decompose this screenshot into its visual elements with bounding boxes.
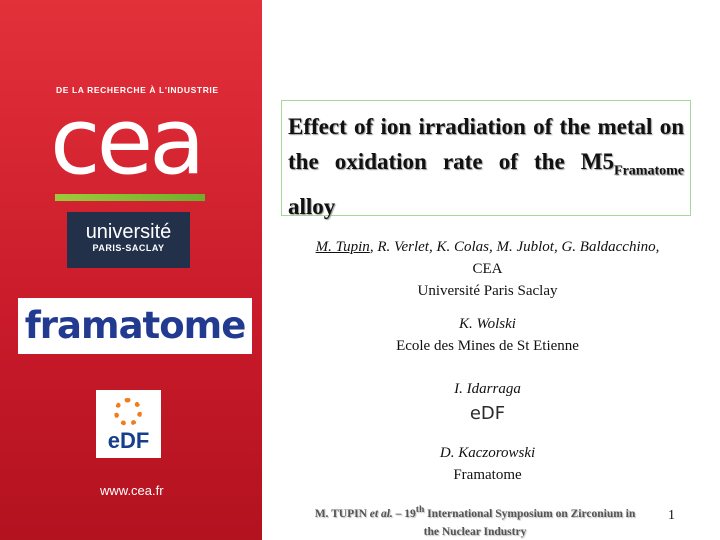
university-place: PARIS-SACLAY [92, 243, 165, 253]
footer-author: M. TUPIN [314, 507, 367, 520]
green-bar [55, 194, 205, 201]
affiliation: Ecole des Mines de St Etienne [396, 338, 579, 354]
affiliation: eDF [469, 403, 506, 424]
title-text: Effect of ion irradiation of the metal o… [288, 114, 684, 174]
presenter: M. Tupin [315, 239, 370, 255]
footer-sup: th [415, 504, 425, 515]
title-end: alloy [288, 193, 336, 219]
author: K. Wolski [459, 316, 516, 332]
affiliation: Université Paris Saclay [417, 283, 558, 299]
footer-event: International Symposium on Zirconium in … [423, 507, 636, 538]
university-name: université [85, 221, 172, 243]
university-logo: université PARIS-SACLAY [67, 212, 190, 268]
footer-num: – 19 [395, 507, 416, 520]
coauthors: , R. Verlet, K. Colas, M. Jublot, G. Bal… [369, 239, 660, 255]
title-sub: Framatome [614, 163, 684, 179]
title: Effect of ion irradiation of the metal o… [281, 100, 691, 219]
author: D. Kaczorowski [439, 445, 536, 461]
edf-logo: eDF [96, 390, 161, 458]
authors-line: M. Tupin, R. Verlet, K. Colas, M. Jublot… [290, 237, 685, 258]
author: I. Idarraga [454, 381, 521, 397]
affiliation: CEA [472, 261, 503, 277]
edf-text: eDF [107, 428, 150, 453]
page-number: 1 [668, 508, 675, 523]
footer: M. TUPIN et al. – 19th International Sym… [310, 501, 640, 540]
cea-logo: cea [50, 88, 206, 195]
left-panel [0, 0, 262, 540]
edf-sun [114, 398, 142, 426]
affiliation: Framatome [453, 467, 522, 483]
website: www.cea.fr [100, 483, 164, 498]
framatome-logo: framatome [18, 298, 252, 354]
footer-etal: et al. [369, 507, 393, 520]
tagline: DE LA RECHERCHE À L'INDUSTRIE [56, 85, 219, 95]
